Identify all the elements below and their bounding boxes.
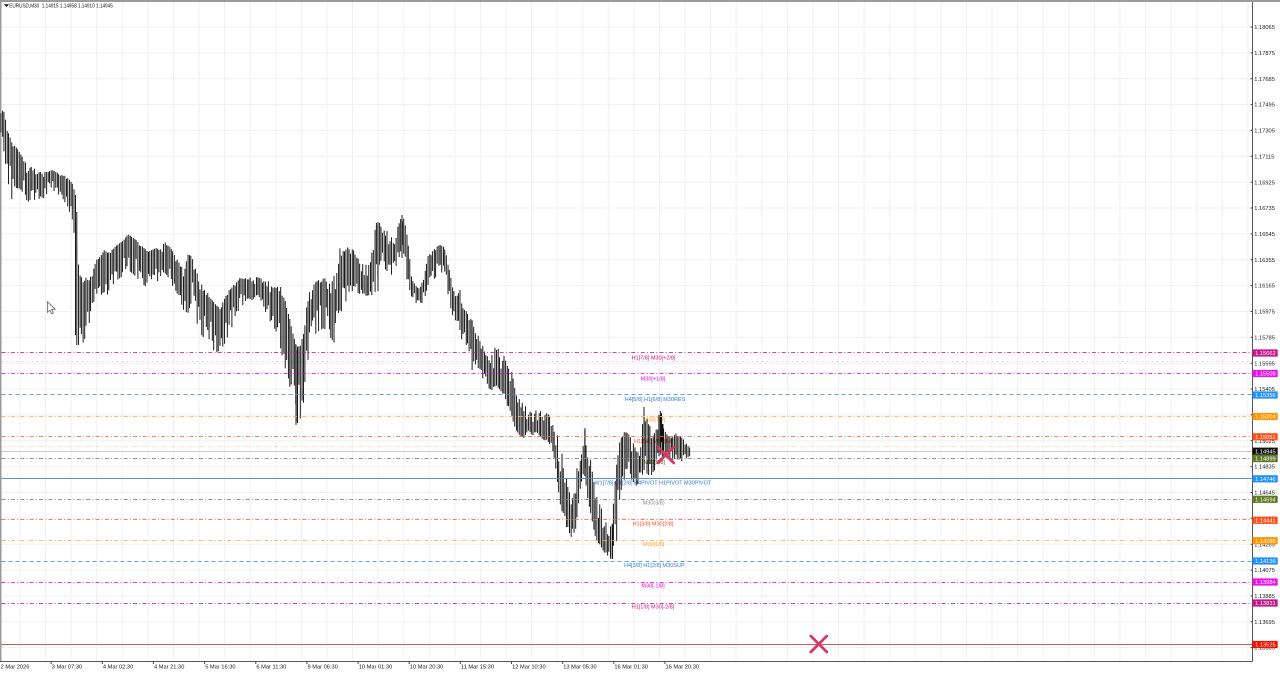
svg-text:M30[+1/8]: M30[+1/8] [641, 376, 666, 382]
svg-text:1.15975: 1.15975 [1254, 310, 1275, 316]
svg-text:1.13984: 1.13984 [1255, 580, 1276, 586]
svg-text:1.14075: 1.14075 [1254, 568, 1275, 574]
svg-text:1.15405: 1.15405 [1254, 387, 1275, 393]
svg-text:1.15204: 1.15204 [1255, 415, 1276, 421]
svg-text:H1[1/8] M30[-2/8]: H1[1/8] M30[-2/8] [632, 604, 675, 610]
svg-text:11 Mar 15:30: 11 Mar 15:30 [461, 664, 494, 670]
svg-text:1.16355: 1.16355 [1254, 258, 1275, 264]
svg-text:1.17305: 1.17305 [1254, 129, 1275, 135]
svg-text:1.14945: 1.14945 [1255, 449, 1276, 455]
svg-text:H1[3/8] M30[2/8]: H1[3/8] M30[2/8] [633, 521, 674, 527]
svg-text:1.14835: 1.14835 [1254, 465, 1275, 471]
svg-text:1.14265: 1.14265 [1254, 542, 1275, 548]
svg-text:9 Mar 06:30: 9 Mar 06:30 [308, 664, 338, 670]
svg-text:10 Mar 20:30: 10 Mar 20:30 [410, 664, 444, 670]
svg-text:1.15356: 1.15356 [1255, 393, 1276, 399]
svg-text:1.14136: 1.14136 [1255, 559, 1276, 565]
svg-text:1.14746: 1.14746 [1255, 477, 1276, 483]
svg-text:M30[-1/8]: M30[-1/8] [641, 584, 665, 590]
svg-text:1.16165: 1.16165 [1254, 284, 1275, 290]
svg-text:W1[7/8] D1[2/8] H4PIVOT H1PIVO: W1[7/8] D1[2/8] H4PIVOT H1PIVOT M30PIVOT [594, 480, 712, 486]
svg-text:1.17115: 1.17115 [1254, 154, 1274, 160]
svg-text:1.14594: 1.14594 [1255, 497, 1276, 503]
svg-text:1.18065: 1.18065 [1254, 25, 1275, 31]
svg-text:1.17495: 1.17495 [1254, 103, 1275, 109]
svg-text:1.15509: 1.15509 [1255, 372, 1276, 378]
svg-text:EURUSD,M30 1.14915 1.14958 1.: EURUSD,M30 1.14915 1.14958 1.14910 1.149… [9, 4, 113, 10]
svg-text:5 Mar 16:30: 5 Mar 16:30 [205, 664, 235, 670]
svg-text:1.16735: 1.16735 [1254, 206, 1275, 212]
svg-text:3 Mar 07:30: 3 Mar 07:30 [52, 664, 82, 670]
svg-text:H4[5/8] H1[6/8] M30RES: H4[5/8] H1[6/8] M30RES [625, 397, 686, 403]
svg-text:4 Mar 21:30: 4 Mar 21:30 [154, 664, 184, 670]
svg-text:1.13505: 1.13505 [1254, 646, 1275, 652]
svg-text:M30(3/8): M30(3/8) [643, 501, 665, 507]
svg-text:2 Mar 2026: 2 Mar 2026 [1, 664, 30, 670]
svg-text:1.13831: 1.13831 [1255, 601, 1276, 607]
svg-text:1.14441: 1.14441 [1255, 518, 1276, 524]
svg-text:1.13885: 1.13885 [1254, 594, 1275, 600]
svg-text:16 Mar 20:30: 16 Mar 20:30 [666, 664, 700, 670]
svg-text:1.16925: 1.16925 [1254, 180, 1275, 186]
svg-text:1.14645: 1.14645 [1254, 491, 1275, 497]
svg-text:4 Mar 02:30: 4 Mar 02:30 [103, 664, 133, 670]
svg-text:1.14288: 1.14288 [1255, 539, 1276, 545]
svg-text:1.15595: 1.15595 [1254, 361, 1275, 367]
svg-text:1.17685: 1.17685 [1254, 77, 1275, 83]
svg-text:1.15025: 1.15025 [1254, 439, 1275, 445]
svg-text:H4[3/8] H1[2/8] M30SUP: H4[3/8] H1[2/8] M30SUP [624, 563, 685, 569]
svg-text:1.15662: 1.15662 [1255, 351, 1276, 357]
svg-text:1.15051: 1.15051 [1255, 435, 1276, 441]
svg-text:1.16545: 1.16545 [1254, 232, 1275, 238]
svg-text:M30[7/8]: M30[7/8] [644, 418, 666, 424]
svg-text:12 Mar 10:30: 12 Mar 10:30 [512, 664, 546, 670]
svg-text:1.15785: 1.15785 [1254, 335, 1275, 341]
svg-text:1.17875: 1.17875 [1254, 51, 1275, 57]
svg-text:6 Mar 11:30: 6 Mar 11:30 [256, 664, 286, 670]
svg-text:1.13525: 1.13525 [1255, 643, 1276, 649]
svg-text:H1[7/8] M30[+2/8]: H1[7/8] M30[+2/8] [632, 356, 676, 362]
svg-text:1.13695: 1.13695 [1254, 620, 1275, 626]
svg-text:13 Mar 05:30: 13 Mar 05:30 [563, 664, 597, 670]
svg-text:1.14899: 1.14899 [1255, 457, 1276, 463]
svg-text:M30[1/8]: M30[1/8] [643, 542, 665, 548]
svg-text:16 Mar 01:30: 16 Mar 01:30 [614, 664, 648, 670]
svg-text:10 Mar 01:30: 10 Mar 01:30 [359, 664, 393, 670]
